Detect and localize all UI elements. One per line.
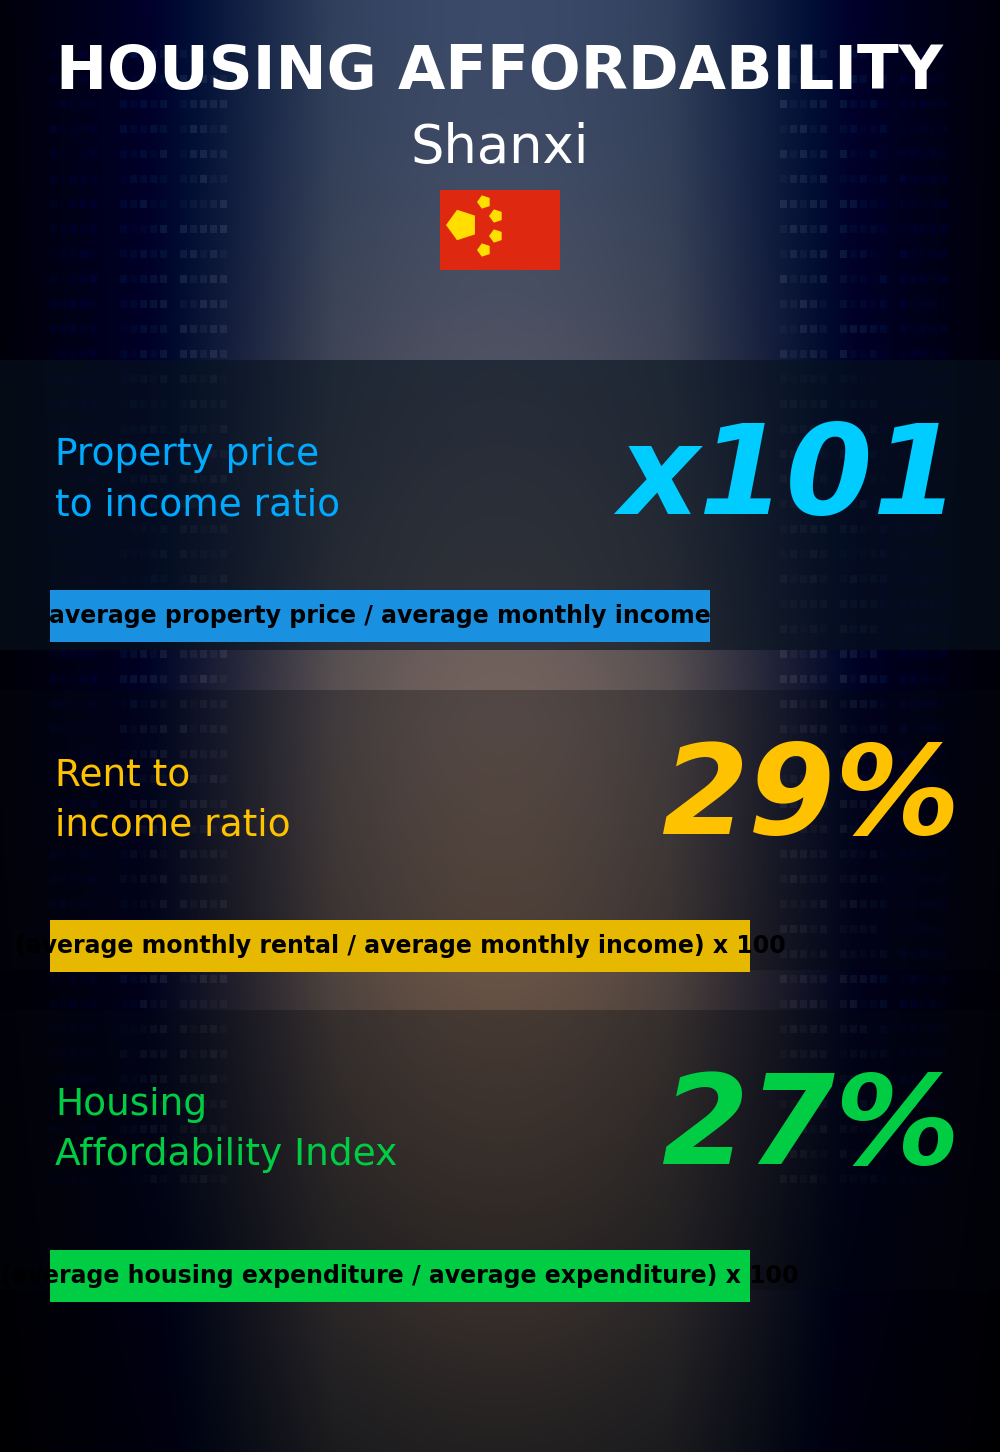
Text: Rent to
income ratio: Rent to income ratio [55,756,291,844]
Text: (average monthly rental / average monthly income) x 100: (average monthly rental / average monthl… [15,934,785,958]
Text: (average housing expenditure / average expenditure) x 100: (average housing expenditure / average e… [1,1265,799,1288]
Bar [440,190,560,270]
Text: Property price
to income ratio: Property price to income ratio [55,437,340,523]
Text: HOUSING AFFORDABILITY: HOUSING AFFORDABILITY [56,42,944,102]
Text: Housing
Affordability Index: Housing Affordability Index [55,1088,397,1173]
Bar [0,1011,1000,1289]
Text: Shanxi: Shanxi [411,122,589,174]
Bar [0,360,1000,650]
Text: 27%: 27% [661,1070,960,1191]
Text: x101: x101 [618,420,960,540]
Text: average property price / average monthly income: average property price / average monthly… [49,604,711,629]
Bar [50,1250,750,1302]
Text: 29%: 29% [661,739,960,861]
Bar [0,690,1000,970]
Bar [50,921,750,971]
Bar [50,590,710,642]
